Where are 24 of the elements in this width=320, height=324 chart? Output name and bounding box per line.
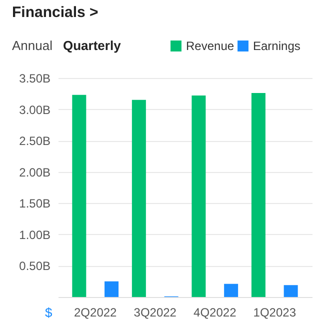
bar: [251, 93, 266, 297]
bar: [192, 96, 206, 297]
bar: [132, 100, 146, 297]
text: Annual: [12, 38, 53, 53]
bar: [224, 284, 238, 297]
y-tick-label: 1.00B: [19, 228, 50, 242]
y-tick-label: 2.50B: [19, 134, 50, 148]
x-tick-label: 2Q2022: [74, 306, 118, 320]
x-tick-label: 4Q2022: [194, 306, 237, 320]
x-tick-label: 1Q2023: [253, 306, 296, 320]
bar: [72, 94, 86, 297]
legend-label: Earnings: [253, 39, 300, 53]
y-tick-label: 3.50B: [19, 72, 50, 86]
bar: [284, 285, 298, 297]
bar: [104, 281, 119, 297]
y-tick-label: 2.00B: [19, 165, 50, 180]
legend-label: Revenue: [186, 39, 234, 53]
text: Quarterly: [63, 38, 122, 53]
chart-title: Financials >: [12, 4, 99, 21]
text: $: [45, 305, 53, 320]
y-tick-label: 1.50B: [19, 196, 50, 211]
y-tick-label: 3.00B: [19, 102, 50, 117]
x-tick-label: 3Q2022: [134, 306, 177, 320]
y-tick-label: 0.50B: [19, 259, 50, 274]
